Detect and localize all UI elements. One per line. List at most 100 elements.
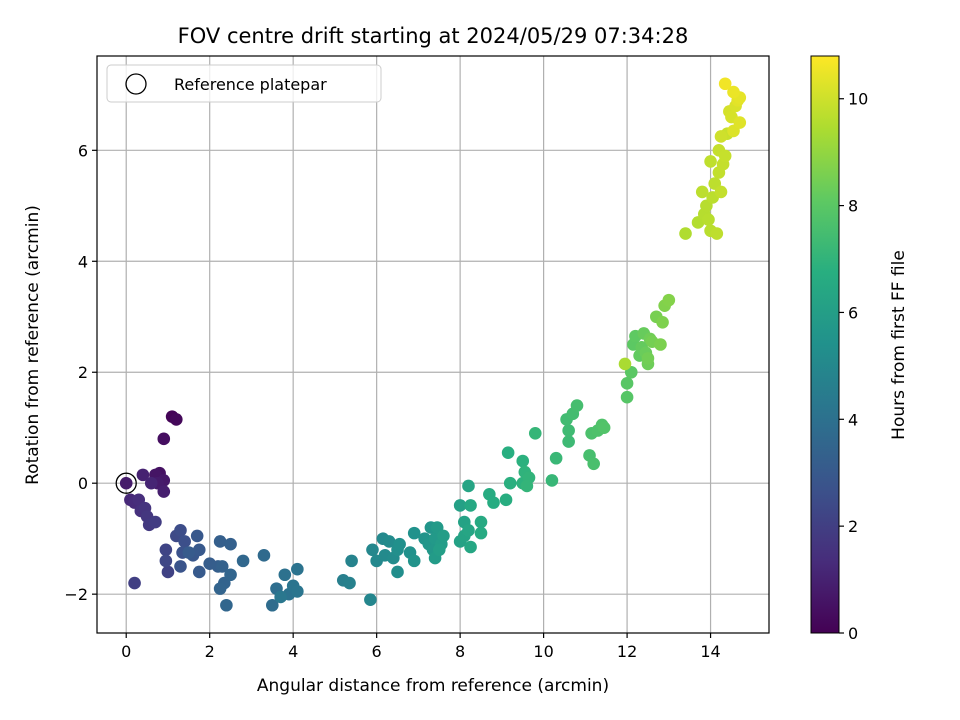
x-tick-label: 10 <box>533 642 553 661</box>
x-tick-label: 4 <box>288 642 298 661</box>
data-point <box>224 537 237 551</box>
colorbar-tick-label: 4 <box>848 410 858 429</box>
data-points <box>124 77 747 612</box>
data-point <box>620 390 634 404</box>
x-tick-label: 8 <box>455 642 465 661</box>
data-point <box>391 565 404 579</box>
plot-frame <box>96 55 770 634</box>
data-point <box>291 562 304 576</box>
colorbar-tick-label: 2 <box>848 517 858 536</box>
reference-point <box>119 476 133 490</box>
x-tick-label: 0 <box>121 642 131 661</box>
data-point <box>462 479 475 493</box>
y-tick-label: 0 <box>78 474 88 493</box>
colorbar-tick-label: 10 <box>848 90 868 109</box>
legend-box <box>106 64 382 103</box>
data-point <box>407 554 421 568</box>
data-point <box>549 451 563 465</box>
data-point <box>654 338 667 351</box>
data-point <box>562 435 575 448</box>
data-point <box>437 529 450 543</box>
data-point <box>464 499 477 512</box>
data-point <box>220 598 233 612</box>
data-point <box>407 526 421 540</box>
y-tick-label: −2 <box>64 585 88 604</box>
x-tick-label: 2 <box>205 642 215 661</box>
data-point <box>528 426 542 440</box>
data-point <box>343 576 356 590</box>
data-point <box>364 593 377 607</box>
data-point <box>474 515 488 529</box>
data-point <box>192 565 206 579</box>
data-point <box>157 485 171 498</box>
data-point <box>170 413 183 426</box>
data-point <box>224 568 237 582</box>
data-point <box>159 543 173 557</box>
chart-title: FOV centre drift starting at 2024/05/29 … <box>178 24 689 48</box>
y-axis-ticks: −2 0 2 4 6 <box>64 141 97 604</box>
x-tick-label: 14 <box>700 642 720 661</box>
data-point <box>597 421 611 435</box>
data-point <box>291 585 304 598</box>
data-point <box>501 446 515 459</box>
data-point <box>641 352 655 365</box>
data-point <box>618 357 632 371</box>
data-point <box>432 543 446 557</box>
data-point <box>516 454 530 468</box>
y-axis-label: Rotation from reference (arcmin) <box>23 205 43 485</box>
data-point <box>149 515 162 529</box>
reference-marker <box>115 472 137 494</box>
data-point <box>274 590 287 604</box>
data-point <box>570 399 584 412</box>
data-point <box>182 546 196 559</box>
colorbar-label: Hours from first FF file <box>889 250 909 440</box>
colorbar-ticks: 0 2 4 6 8 10 <box>839 90 868 643</box>
data-point <box>159 554 173 568</box>
y-tick-label: 4 <box>78 252 88 271</box>
data-point <box>520 479 534 493</box>
data-point <box>620 377 634 390</box>
colorbar: 0 2 4 6 8 10 Hours from first FF file <box>810 55 909 643</box>
data-point <box>178 535 191 548</box>
data-point <box>136 468 150 482</box>
data-point <box>345 554 358 568</box>
data-point <box>213 582 227 595</box>
data-point <box>278 568 292 582</box>
legend-open-circle-icon <box>125 73 147 95</box>
data-point <box>714 185 728 199</box>
data-point <box>710 227 724 240</box>
data-point <box>733 116 747 129</box>
y-tick-label: 6 <box>78 141 88 160</box>
x-tick-label: 6 <box>372 642 382 661</box>
data-point <box>503 476 517 490</box>
data-point <box>487 496 500 509</box>
colorbar-tick-label: 0 <box>848 624 858 643</box>
data-point <box>695 185 709 199</box>
x-axis-label: Angular distance from reference (arcmin) <box>257 676 609 696</box>
data-point <box>192 543 206 557</box>
data-point <box>144 476 158 490</box>
data-point <box>382 535 396 548</box>
data-point <box>679 227 692 240</box>
data-point <box>215 560 229 573</box>
data-point <box>174 560 187 573</box>
data-point <box>257 549 271 562</box>
data-point <box>366 543 379 557</box>
data-point <box>462 524 475 537</box>
data-point <box>266 598 279 612</box>
data-point <box>474 526 488 540</box>
x-gridlines <box>125 56 712 633</box>
colorbar-tick-label: 6 <box>848 303 858 322</box>
legend-label: Reference platepar <box>174 75 327 94</box>
legend: Reference platepar <box>106 64 382 103</box>
x-tick-label: 12 <box>617 642 637 661</box>
data-point <box>128 576 141 590</box>
x-axis-ticks: 0 2 4 6 8 10 12 14 <box>121 633 721 661</box>
data-point <box>464 540 477 554</box>
data-point <box>587 457 600 471</box>
data-point <box>236 554 250 568</box>
reference-open-circle <box>115 472 137 494</box>
y-gridlines <box>97 149 769 595</box>
data-point <box>662 293 676 307</box>
